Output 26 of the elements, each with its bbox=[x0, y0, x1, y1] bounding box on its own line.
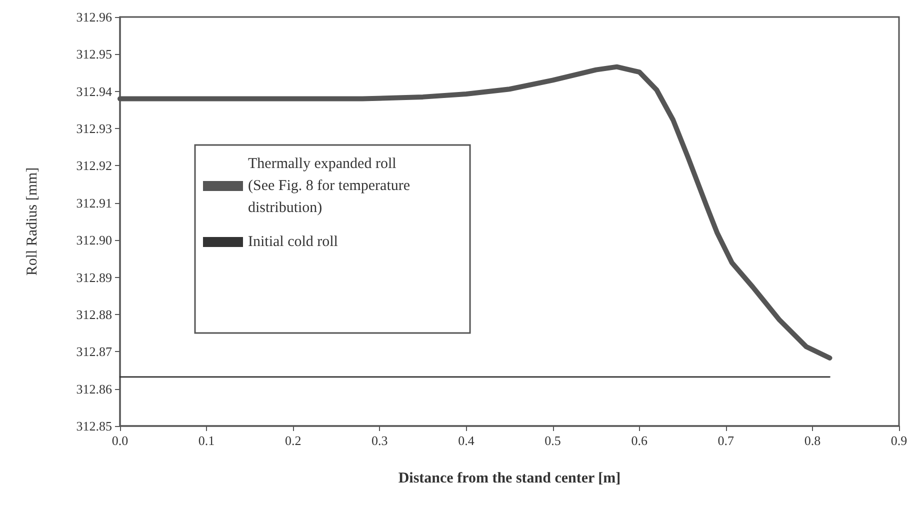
x-tick-label: 0.7 bbox=[718, 433, 735, 448]
x-tick-label: 0.3 bbox=[372, 433, 388, 448]
y-tick-label: 312.96 bbox=[76, 10, 112, 24]
y-tick-label: 312.89 bbox=[76, 270, 112, 285]
y-tick-label: 312.91 bbox=[76, 195, 112, 210]
x-tick-label: 0.2 bbox=[284, 433, 302, 448]
x-tick-label: 0.5 bbox=[544, 433, 561, 448]
y-tick-label: 312.93 bbox=[76, 121, 112, 136]
legend-label: Thermally expanded roll (See Fig. 8 for temperature distribution) bbox=[248, 156, 410, 216]
y-tick-label: 312.86 bbox=[76, 381, 112, 396]
y-tick-label: 312.90 bbox=[76, 232, 112, 248]
y-axis-title: Roll Radius [mm] bbox=[24, 167, 40, 276]
x-tick-label: 0.1 bbox=[198, 433, 215, 448]
legend-label: Initial cold roll bbox=[248, 234, 338, 250]
x-axis-title: Distance from the stand center [m] bbox=[398, 470, 621, 486]
y-tick-label: 312.88 bbox=[76, 306, 112, 322]
x-tick-label: 0.4 bbox=[458, 433, 475, 448]
y-tick-label: 312.87 bbox=[76, 344, 112, 360]
y-tick-label: 312.85 bbox=[76, 418, 112, 434]
x-tick-label: 0.8 bbox=[804, 433, 821, 448]
x-tick-label: 0.0 bbox=[112, 433, 128, 448]
y-tick-label: 312.95 bbox=[76, 46, 112, 62]
x-tick-label: 0.6 bbox=[631, 433, 648, 448]
x-tick-label: 0.9 bbox=[890, 433, 908, 448]
y-tick-label: 312.92 bbox=[76, 158, 112, 174]
y-tick-label: 312.94 bbox=[76, 84, 112, 99]
